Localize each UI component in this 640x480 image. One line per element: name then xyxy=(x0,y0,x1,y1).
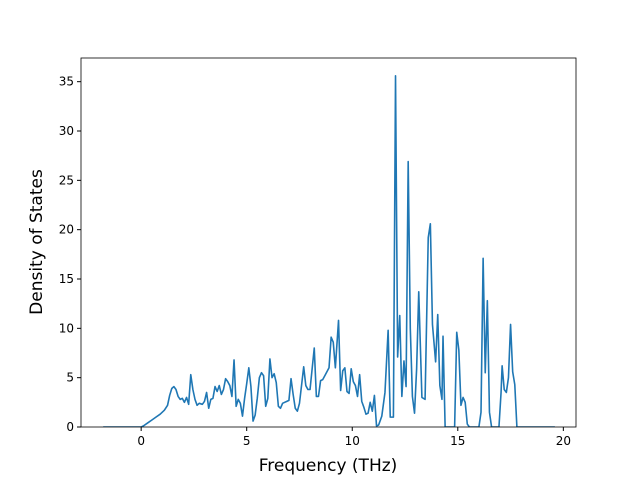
y-tick-label: 0 xyxy=(66,420,74,434)
x-tick-label: 15 xyxy=(450,434,465,448)
y-tick-label: 10 xyxy=(59,321,74,335)
y-tick-label: 15 xyxy=(59,272,74,286)
plot-frame xyxy=(80,57,577,428)
x-tick-label: 20 xyxy=(556,434,571,448)
x-tick-label: 5 xyxy=(243,434,251,448)
y-tick-label: 25 xyxy=(59,173,74,187)
line xyxy=(103,74,555,427)
y-axis-label: Density of States xyxy=(27,169,47,315)
x-axis-label: Frequency (THz) xyxy=(259,456,398,476)
x-tick-label: 10 xyxy=(345,434,360,448)
y-tick-label: 5 xyxy=(66,371,74,385)
y-tick-label: 30 xyxy=(59,124,74,138)
y-tick-label: 35 xyxy=(59,75,74,89)
y-tick-label: 20 xyxy=(59,223,74,237)
x-tick-label: 0 xyxy=(137,434,145,448)
